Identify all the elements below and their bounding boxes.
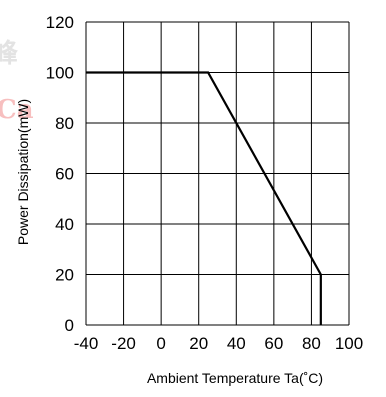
derating-curve — [86, 71, 322, 325]
y-axis-label: Power Dissipation(mW) — [15, 99, 31, 245]
y-tick-label: 80 — [55, 114, 74, 133]
x-tick-label: -40 — [74, 334, 99, 353]
y-tick-label: 100 — [46, 64, 74, 83]
x-tick-label: 20 — [189, 334, 208, 353]
x-tick-label: 40 — [227, 334, 246, 353]
y-tick-label: 20 — [55, 266, 74, 285]
svg-text:峰: 峰 — [0, 39, 18, 69]
chart-series — [86, 71, 322, 325]
svg-text:Ca: Ca — [0, 95, 34, 125]
y-axis-ticks: 0 20 40 60 80 100 120 — [46, 13, 74, 335]
y-tick-label: 40 — [55, 215, 74, 234]
x-axis-label: Ambient Temperature Ta(˚C) — [147, 370, 323, 386]
x-tick-label: 100 — [335, 334, 363, 353]
x-tick-label: 0 — [156, 334, 165, 353]
watermark-stamp: 峰 Ca — [0, 39, 34, 125]
y-tick-label: 60 — [55, 165, 74, 184]
x-tick-label: 80 — [302, 334, 321, 353]
y-tick-label: 0 — [65, 316, 74, 335]
x-axis-ticks: -40 -20 0 20 40 60 80 100 — [74, 334, 363, 353]
x-tick-label: -20 — [111, 334, 136, 353]
chart-grid — [85, 21, 350, 326]
y-tick-label: 120 — [46, 13, 74, 32]
x-tick-label: 60 — [264, 334, 283, 353]
